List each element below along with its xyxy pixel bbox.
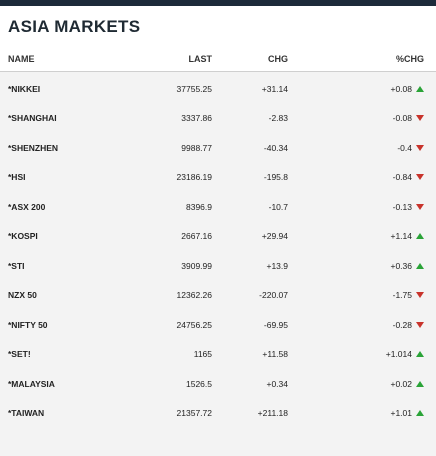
arrow-down-icon	[416, 144, 424, 151]
market-change: +29.94	[261, 231, 288, 242]
market-percent-change: +1.01	[290, 408, 436, 418]
markets-table-body: *NIKKEI 37755.25 +31.14 +0.08 *SHANGHAI …	[0, 72, 436, 456]
arrow-up-icon	[416, 410, 424, 417]
market-percent-change: +0.36	[290, 261, 436, 271]
market-last: 12362.26	[176, 290, 212, 301]
table-row[interactable]: *NIKKEI 37755.25 +31.14 +0.08	[0, 74, 436, 104]
market-percent-change: +1.14	[290, 231, 436, 241]
table-row[interactable]: *KOSPI 2667.16 +29.94 +1.14	[0, 222, 436, 252]
column-header-chg: CHG	[268, 54, 288, 64]
market-percent-change: +0.08	[290, 84, 436, 94]
market-change: -40.34	[263, 142, 288, 153]
market-percent-change: -1.75	[290, 290, 436, 300]
market-name: *SHENZHEN	[8, 142, 59, 153]
market-percent-change: +1.014	[290, 349, 436, 359]
page-title: ASIA MARKETS	[8, 17, 141, 36]
table-row[interactable]: NZX 50 12362.26 -220.07 -1.75	[0, 281, 436, 311]
market-name: *KOSPI	[8, 231, 38, 242]
market-last: 1526.5	[186, 378, 212, 389]
arrow-up-icon	[416, 380, 424, 387]
market-name: *MALAYSIA	[8, 378, 55, 389]
market-change: +11.58	[262, 349, 288, 360]
market-change: -10.7	[268, 201, 288, 212]
market-last: 3909.99	[181, 260, 212, 271]
market-name: *SHANGHAI	[8, 113, 57, 124]
market-last: 24756.25	[176, 319, 212, 330]
market-percent-change: -0.28	[290, 320, 436, 330]
market-last: 9988.77	[181, 142, 212, 153]
table-row[interactable]: *NIFTY 50 24756.25 -69.95 -0.28	[0, 310, 436, 340]
market-last: 21357.72	[176, 408, 212, 419]
table-row[interactable]: *SHANGHAI 3337.86 -2.83 -0.08	[0, 104, 436, 134]
table-row[interactable]: *MALAYSIA 1526.5 +0.34 +0.02	[0, 369, 436, 399]
market-last: 1165	[193, 349, 212, 360]
market-change: +0.34	[266, 378, 288, 389]
table-row[interactable]: *ASX 200 8396.9 -10.7 -0.13	[0, 192, 436, 222]
market-last: 23186.19	[176, 172, 212, 183]
market-change: -69.95	[263, 319, 288, 330]
market-name: *SET!	[8, 349, 31, 360]
market-last: 3337.86	[181, 113, 212, 124]
market-last: 2667.16	[181, 231, 212, 242]
column-header-last: LAST	[188, 54, 213, 64]
market-last: 8396.9	[186, 201, 212, 212]
table-row[interactable]: *SET! 1165 +11.58 +1.014	[0, 340, 436, 370]
table-row[interactable]: *SHENZHEN 9988.77 -40.34 -0.4	[0, 133, 436, 163]
market-name: *NIKKEI	[8, 83, 41, 94]
column-header-pchg: %CHG	[395, 54, 424, 64]
market-percent-change: +0.02	[290, 379, 436, 389]
market-change: -220.07	[259, 290, 288, 301]
arrow-down-icon	[416, 203, 424, 210]
top-accent-bar	[0, 0, 436, 6]
market-name: *TAIWAN	[8, 408, 45, 419]
market-change: -195.8	[263, 172, 288, 183]
market-name: *HSI	[8, 172, 26, 183]
market-change: -2.83	[268, 113, 288, 124]
arrow-down-icon	[416, 321, 424, 328]
arrow-up-icon	[416, 351, 424, 358]
table-row[interactable]: *TAIWAN 21357.72 +211.18 +1.01	[0, 399, 436, 429]
market-name: *NIFTY 50	[8, 319, 48, 330]
market-name: NZX 50	[8, 290, 37, 301]
market-last: 37755.25	[176, 83, 212, 94]
market-percent-change: -0.84	[290, 172, 436, 182]
market-change: +211.18	[257, 408, 288, 419]
market-change: +31.14	[261, 83, 288, 94]
arrow-up-icon	[416, 233, 424, 240]
market-name: *ASX 200	[8, 201, 46, 212]
arrow-up-icon	[416, 85, 424, 92]
arrow-down-icon	[416, 115, 424, 122]
arrow-up-icon	[416, 262, 424, 269]
table-row[interactable]: *STI 3909.99 +13.9 +0.36	[0, 251, 436, 281]
table-header: NAME LAST CHG %CHG	[0, 47, 436, 72]
market-change: +13.9	[266, 260, 288, 271]
table-row[interactable]: *HSI 23186.19 -195.8 -0.84	[0, 163, 436, 193]
arrow-down-icon	[416, 292, 424, 299]
market-name: *STI	[8, 260, 25, 271]
market-percent-change: -0.08	[290, 113, 436, 123]
market-percent-change: -0.13	[290, 202, 436, 212]
market-percent-change: -0.4	[290, 143, 436, 153]
arrow-down-icon	[416, 174, 424, 181]
column-header-name: NAME	[8, 54, 35, 64]
